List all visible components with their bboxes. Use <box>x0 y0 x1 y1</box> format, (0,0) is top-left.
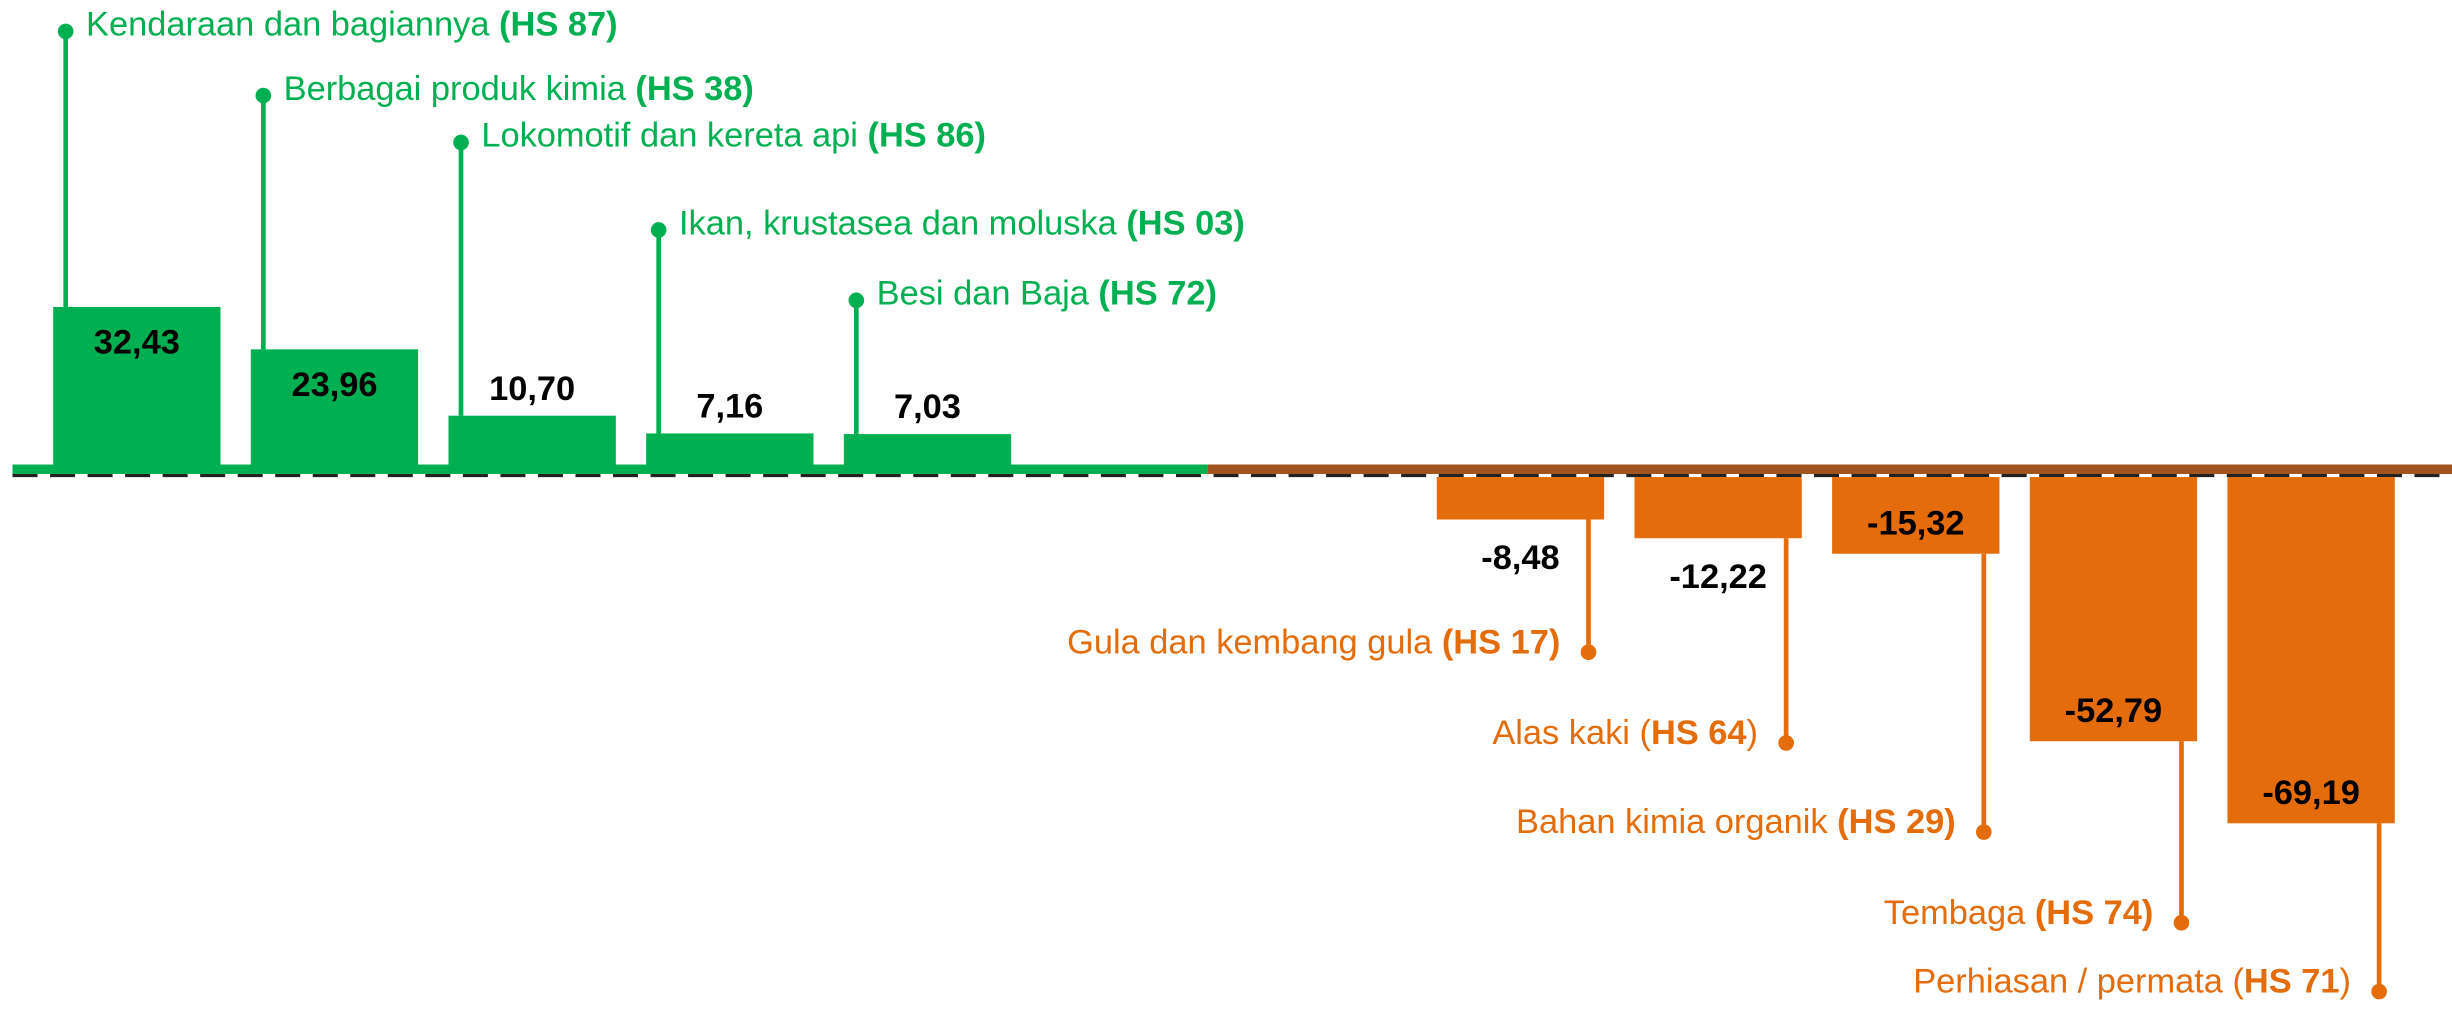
category-name: Gula dan kembang gula <box>1067 623 1442 661</box>
bar <box>53 306 221 470</box>
value-label: 7,16 <box>696 387 763 425</box>
category-code: (HS 74) <box>2035 894 2154 932</box>
bar <box>1634 477 1802 539</box>
value-label: -8,48 <box>1481 539 1559 577</box>
category-label: Berbagai produk kimia (HS 38) <box>284 70 754 108</box>
category-suffix: ) <box>1747 714 1758 752</box>
bar <box>843 434 1012 470</box>
category-label: Perhiasan / permata (HS 71) <box>1913 963 2351 1001</box>
category-name: Bahan kimia organik <box>1516 803 1837 841</box>
category-name: Tembaga <box>1884 894 2035 932</box>
category-label: Kendaraan dan bagiannya (HS 87) <box>86 6 618 44</box>
category-code: HS 71 <box>2244 963 2340 1001</box>
category-code: (HS 03) <box>1126 204 1245 242</box>
value-label: 10,70 <box>489 370 575 408</box>
category-code: (HS 17) <box>1442 623 1561 661</box>
bar <box>1436 477 1605 520</box>
leader-dot <box>1580 644 1597 661</box>
category-suffix: ) <box>2340 963 2351 1001</box>
category-label: Tembaga (HS 74) <box>1884 894 2154 932</box>
category-code: (HS 38) <box>635 70 754 108</box>
leader-dot <box>255 87 272 104</box>
category-label: Alas kaki (HS 64) <box>1492 714 1758 752</box>
leader-dot <box>1778 735 1794 751</box>
value-label: 23,96 <box>291 366 377 404</box>
leader-dot <box>848 292 865 309</box>
category-code: (HS 29) <box>1837 803 1956 841</box>
leader-dot <box>453 134 469 151</box>
value-label: 7,03 <box>894 388 961 426</box>
value-label: -52,79 <box>2065 692 2163 730</box>
value-label: -69,19 <box>2262 774 2360 812</box>
value-label: 32,43 <box>94 324 180 362</box>
category-name: Besi dan Baja <box>877 275 1099 313</box>
leader-dot <box>2371 983 2387 1000</box>
leader-dot <box>2173 914 2190 931</box>
category-code: (HS 86) <box>868 117 987 155</box>
category-label: Lokomotif dan kereta api (HS 86) <box>481 117 986 155</box>
leader-dot <box>650 222 667 238</box>
category-code: HS 64 <box>1651 714 1747 752</box>
bar <box>250 349 419 470</box>
category-code: (HS 87) <box>499 6 618 44</box>
category-code: (HS 72) <box>1098 275 1217 313</box>
value-label: -12,22 <box>1669 558 1767 596</box>
category-name: Perhiasan / permata ( <box>1913 963 2244 1001</box>
bar <box>448 415 616 470</box>
bar <box>646 433 814 470</box>
leader-dot <box>57 23 74 40</box>
category-label: Bahan kimia organik (HS 29) <box>1516 803 1956 841</box>
leader-dot <box>1975 824 1992 840</box>
category-label: Gula dan kembang gula (HS 17) <box>1067 623 1560 661</box>
bar <box>2029 477 2198 742</box>
bar <box>1832 477 2000 554</box>
category-name: Berbagai produk kimia <box>284 70 636 108</box>
bar <box>2227 477 2395 824</box>
category-label: Besi dan Baja (HS 72) <box>877 275 1217 313</box>
category-label: Ikan, krustasea dan moluska (HS 03) <box>679 204 1245 242</box>
category-name: Kendaraan dan bagiannya <box>86 6 499 44</box>
category-name: Ikan, krustasea dan moluska <box>679 204 1126 242</box>
value-label: -15,32 <box>1867 505 1965 543</box>
category-name: Lokomotif dan kereta api <box>481 117 867 155</box>
category-name: Alas kaki ( <box>1492 714 1651 752</box>
